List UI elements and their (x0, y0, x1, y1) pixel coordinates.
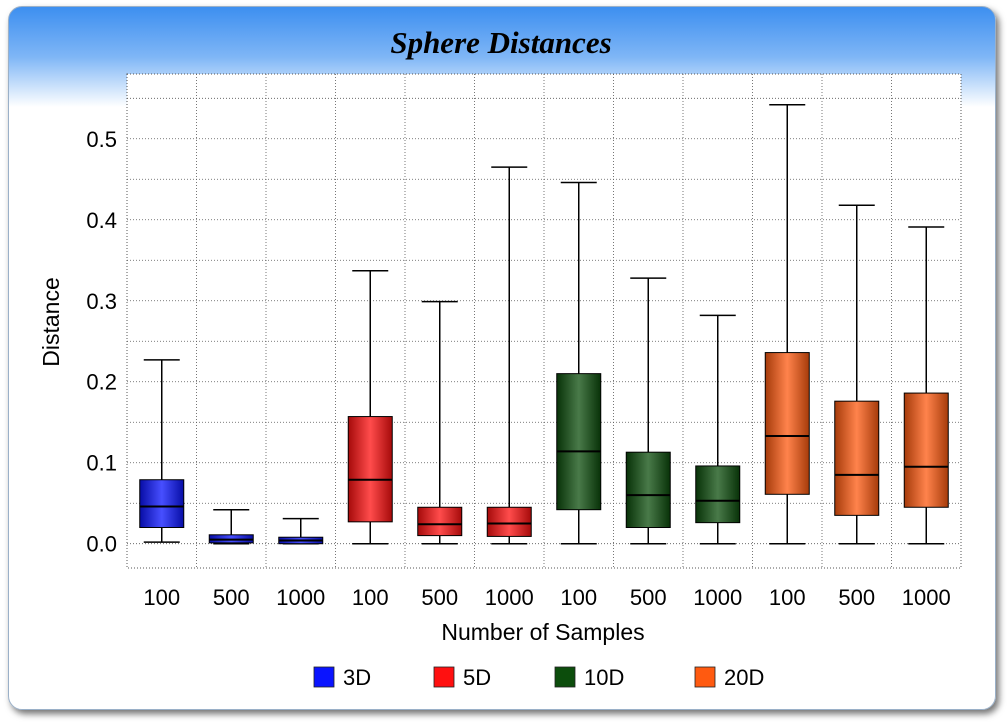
iqr-box (486, 506, 532, 537)
iqr-box (625, 451, 671, 529)
y-axis-title: Distance (38, 277, 64, 366)
legend-swatch-10D (554, 666, 576, 688)
iqr-box (347, 416, 393, 523)
legend-label-20D: 20D (724, 665, 764, 690)
iqr-box (903, 392, 949, 508)
legend-label-5D: 5D (463, 665, 491, 690)
iqr-box (695, 465, 741, 524)
x-tick-label: 1000 (693, 585, 742, 610)
plot-area: 0.0 0.1 0.2 0.3 0.4 0.5 100 500 1000 100 500 1000 10… (86, 73, 962, 610)
x-tick-label: 100 (352, 585, 389, 610)
y-tick-label: 0.0 (86, 532, 117, 557)
legend-label-10D: 10D (584, 665, 624, 690)
x-tick-label: 1000 (902, 585, 951, 610)
box-3D-1000 (278, 517, 324, 545)
y-tick-label: 0.5 (86, 127, 117, 152)
box-20D-1000 (903, 226, 949, 545)
box-5D-100 (347, 270, 393, 545)
box-5D-500 (417, 300, 463, 545)
box-plot-chart: Sphere Distances 0.0 0.1 0.2 0.3 0.4 0.5 100 50… (38, 25, 962, 690)
box-3D-100 (139, 359, 185, 543)
iqr-box (139, 479, 185, 529)
chart-title: Sphere Distances (390, 25, 611, 60)
x-tick-label: 100 (560, 585, 597, 610)
iqr-box (834, 400, 880, 516)
iqr-box (417, 506, 463, 537)
x-tick-label: 100 (143, 585, 180, 610)
x-axis-title: Number of Samples (441, 619, 644, 645)
iqr-box (764, 352, 810, 495)
y-tick-label: 0.2 (86, 370, 117, 395)
x-tick-label: 500 (630, 585, 667, 610)
y-tick-label: 0.3 (86, 289, 117, 314)
legend-swatch-3D (313, 666, 335, 688)
box-10D-500 (625, 277, 671, 545)
box-10D-1000 (695, 314, 741, 545)
x-tick-label: 500 (838, 585, 875, 610)
iqr-box (556, 373, 602, 511)
x-tick-label: 1000 (485, 585, 534, 610)
x-tick-label: 1000 (276, 585, 325, 610)
x-tick-label: 500 (421, 585, 458, 610)
x-tick-label: 500 (213, 585, 250, 610)
y-tick-label: 0.4 (86, 208, 117, 233)
x-tick-label: 100 (769, 585, 806, 610)
y-tick-label: 0.1 (86, 451, 117, 476)
legend-label-3D: 3D (343, 665, 371, 690)
legend: 3D 5D 10D 20D (313, 665, 764, 690)
legend-swatch-20D (694, 666, 716, 688)
chart-panel: Sphere Distances 0.0 0.1 0.2 0.3 0.4 0.5 100 50… (8, 6, 996, 710)
box-20D-100 (764, 104, 810, 545)
box-5D-1000 (486, 166, 532, 545)
legend-swatch-5D (433, 666, 455, 688)
box-10D-100 (556, 181, 602, 545)
box-20D-500 (834, 204, 880, 545)
box-3D-500 (208, 508, 254, 545)
